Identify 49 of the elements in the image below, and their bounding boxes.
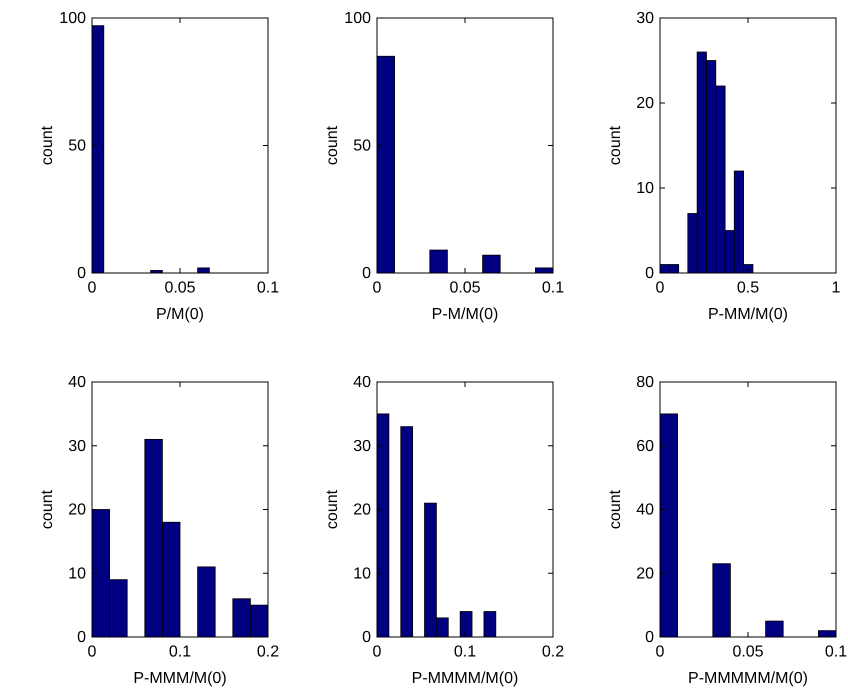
y-tick-label: 0 [77,629,86,646]
y-tick-label: 20 [353,502,372,519]
x-tick-label: 0.05 [164,279,196,296]
x-tick-label: 0.1 [824,643,848,660]
y-axis-title: count [39,125,56,166]
x-tick-label: 0.5 [736,279,760,296]
y-tick-label: 50 [353,138,372,155]
x-tick-label: 0.2 [256,643,280,660]
y-tick-label: 0 [645,265,654,282]
x-tick-label: 0.1 [542,279,564,296]
y-tick-label: 50 [68,138,86,155]
x-tick-label: 0.05 [732,643,764,660]
x-axis-title: P-M/M(0) [432,306,498,323]
y-tick-label: 10 [353,565,372,582]
y-axis-title: count [607,125,624,166]
x-axis-title: P/M(0) [156,306,204,323]
y-tick-label: 0 [77,265,86,282]
x-tick-label: 1 [832,279,841,296]
y-axis-title: count [607,489,624,530]
y-tick-label: 100 [59,10,86,28]
x-tick-label: 0.1 [168,643,192,660]
y-tick-label: 40 [353,374,372,392]
y-tick-label: 20 [636,95,654,112]
x-axis-title: P-MMMM/M(0) [412,670,518,687]
x-axis-title: P-MM/M(0) [708,306,788,323]
y-axis-title: count [324,489,341,530]
x-tick-label: 0.1 [256,279,280,296]
y-tick-label: 0 [645,629,654,646]
y-tick-label: 80 [636,374,654,392]
y-tick-label: 10 [68,565,86,582]
y-tick-label: 40 [68,374,86,392]
y-axis-title: count [324,125,341,166]
y-tick-label: 0 [362,265,372,282]
y-tick-label: 40 [636,502,654,519]
x-tick-label: 0.1 [454,643,476,660]
x-tick-label: 0.05 [449,279,481,296]
y-tick-label: 30 [353,438,372,455]
y-tick-label: 10 [636,180,654,198]
y-tick-label: 60 [636,438,654,455]
y-tick-label: 0 [362,629,372,646]
y-tick-label: 30 [68,438,86,455]
y-tick-label: 20 [636,565,654,582]
y-axis-title: count [39,489,56,530]
y-tick-label: 20 [68,502,86,519]
x-tick-label: 0.2 [542,643,564,660]
y-tick-label: 100 [344,10,372,28]
x-axis-title: P-MMMMM/M(0) [688,670,808,687]
x-axis-title: P-MMM/M(0) [133,670,227,687]
y-tick-label: 30 [636,10,654,28]
